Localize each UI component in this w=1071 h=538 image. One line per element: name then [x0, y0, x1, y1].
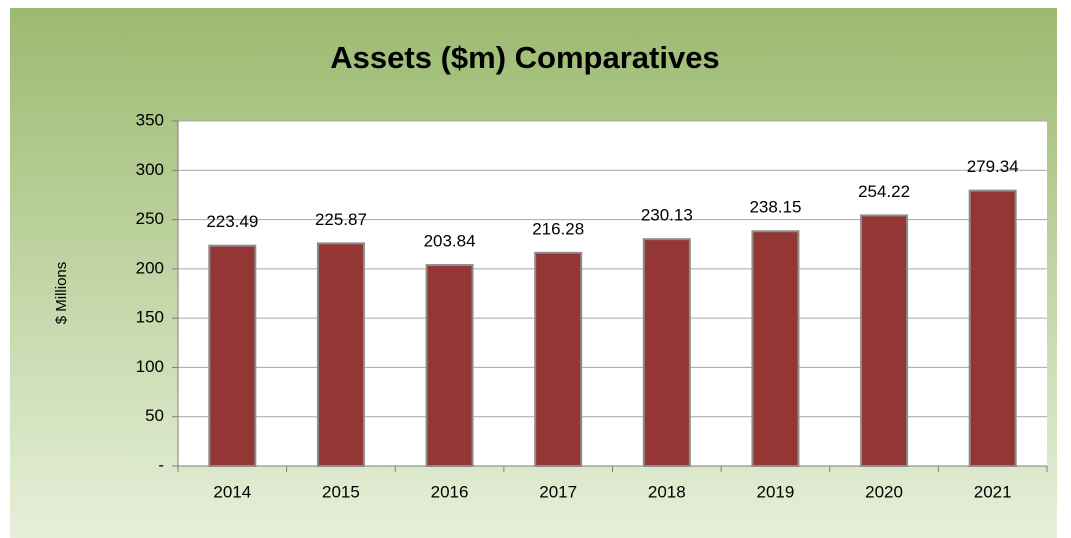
data-label: 223.49	[206, 212, 258, 231]
y-tick-label: 50	[145, 406, 164, 425]
y-tick-label: 200	[136, 258, 164, 277]
y-tick-label: -	[158, 455, 164, 474]
bar	[208, 244, 257, 467]
y-tick-label: 350	[136, 110, 164, 129]
y-axis-label: $ Millions	[53, 262, 70, 325]
x-tick-label: 2017	[539, 482, 577, 501]
x-tick-label: 2019	[757, 482, 795, 501]
data-label: 238.15	[749, 198, 801, 217]
bar	[316, 242, 365, 467]
y-tick-label: 250	[136, 209, 164, 228]
chart-title: Assets ($m) Comparatives	[330, 40, 719, 75]
x-tick-label: 2015	[322, 482, 360, 501]
x-tick-label: 2014	[213, 482, 251, 501]
data-label: 230.13	[641, 206, 693, 225]
data-label: 254.22	[858, 182, 910, 201]
y-tick-label: 150	[136, 308, 164, 327]
x-tick-label: 2020	[865, 482, 903, 501]
bar	[534, 251, 583, 467]
y-tick-label: 100	[136, 357, 164, 376]
x-tick-label: 2016	[431, 482, 469, 501]
data-label: 279.34	[967, 157, 1019, 176]
bar	[968, 189, 1017, 467]
x-tick-label: 2021	[974, 482, 1012, 501]
data-label: 203.84	[424, 232, 476, 251]
bar	[860, 214, 909, 467]
plot-area	[178, 121, 1047, 466]
bar	[751, 230, 800, 467]
data-label: 225.87	[315, 210, 367, 229]
x-tick-label: 2018	[648, 482, 686, 501]
bar	[642, 238, 691, 467]
data-label: 216.28	[532, 219, 584, 238]
bar	[425, 264, 474, 467]
y-tick-label: 300	[136, 160, 164, 179]
